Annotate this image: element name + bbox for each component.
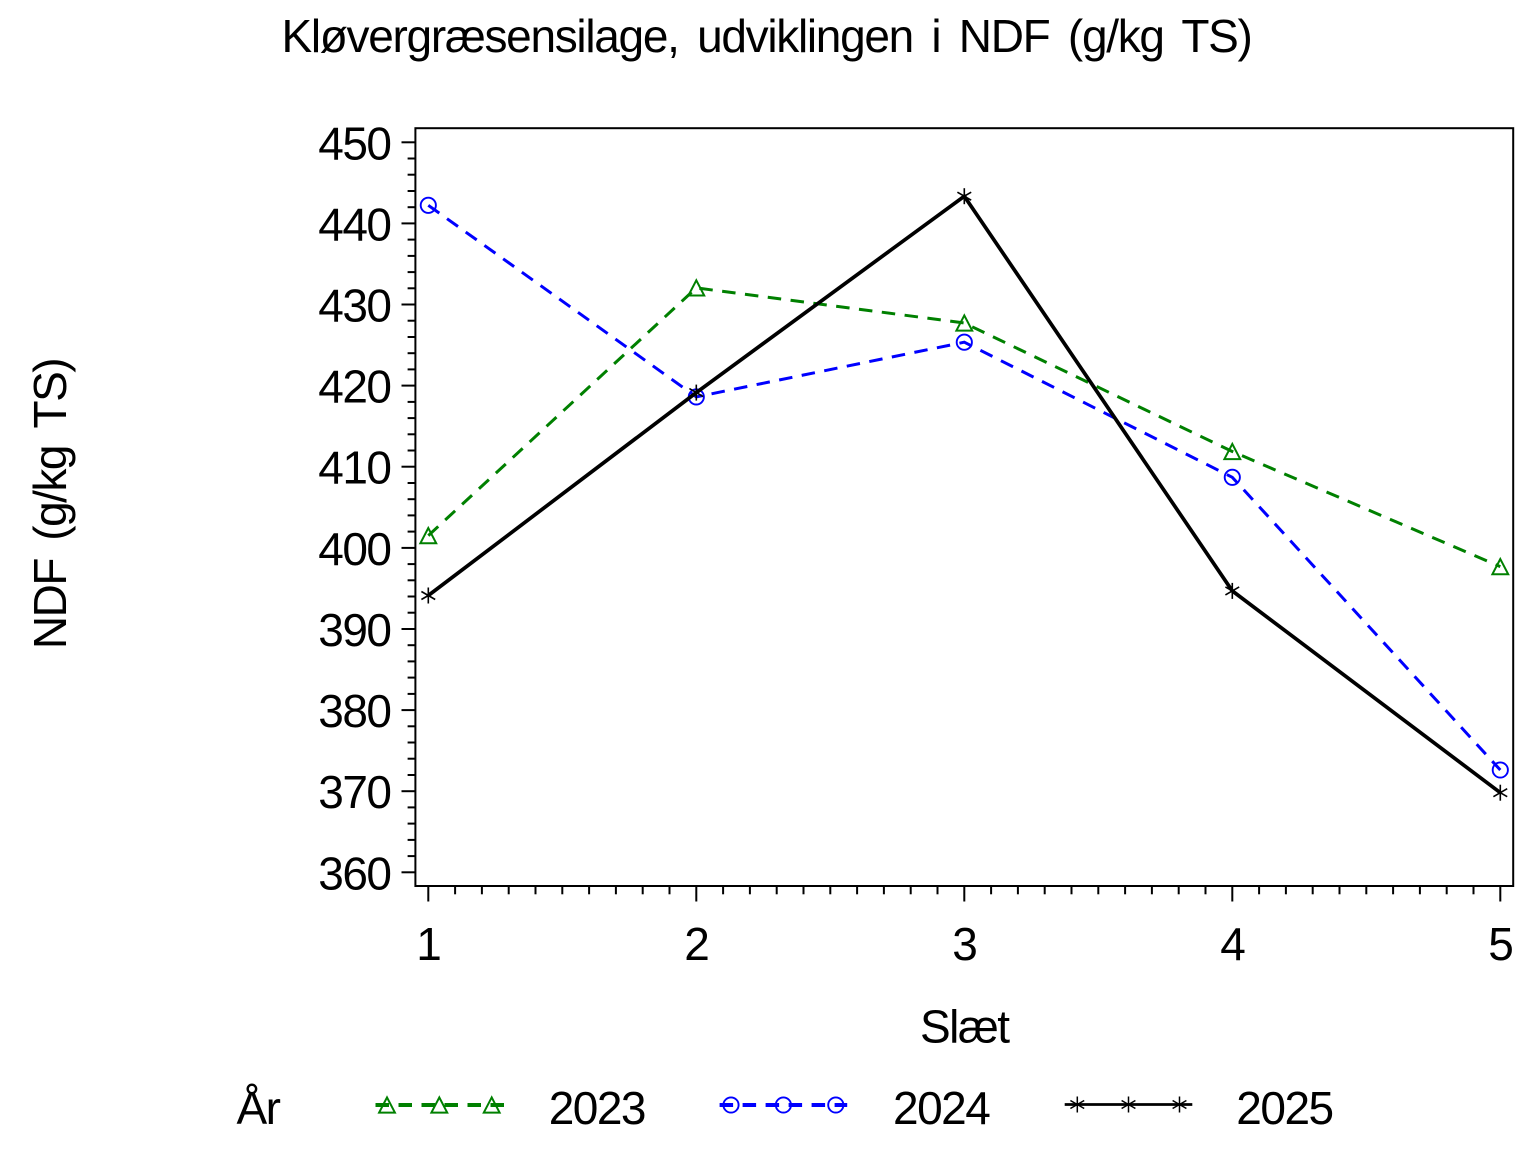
svg-text:370: 370 xyxy=(318,766,390,818)
svg-text:År: År xyxy=(237,1082,281,1134)
svg-text:2: 2 xyxy=(684,918,708,970)
svg-text:NDF (g/kg TS): NDF (g/kg TS) xyxy=(24,359,76,649)
svg-text:430: 430 xyxy=(318,280,390,332)
svg-text:410: 410 xyxy=(318,442,390,494)
svg-text:400: 400 xyxy=(318,523,390,575)
svg-text:1: 1 xyxy=(416,918,440,970)
svg-text:390: 390 xyxy=(318,604,390,656)
svg-text:Slæt: Slæt xyxy=(920,1001,1010,1053)
svg-text:450: 450 xyxy=(318,117,390,169)
svg-text:4: 4 xyxy=(1220,918,1245,970)
svg-text:Kløvergræsensilage, udviklinge: Kløvergræsensilage, udviklingen i NDF (g… xyxy=(281,10,1251,62)
svg-text:360: 360 xyxy=(318,847,390,899)
svg-text:2024: 2024 xyxy=(893,1082,990,1134)
svg-text:5: 5 xyxy=(1488,918,1512,970)
svg-text:420: 420 xyxy=(318,361,390,413)
svg-text:2023: 2023 xyxy=(549,1082,645,1134)
svg-text:440: 440 xyxy=(318,198,390,250)
svg-text:380: 380 xyxy=(318,685,390,737)
svg-text:3: 3 xyxy=(952,918,976,970)
svg-text:2025: 2025 xyxy=(1236,1082,1332,1134)
